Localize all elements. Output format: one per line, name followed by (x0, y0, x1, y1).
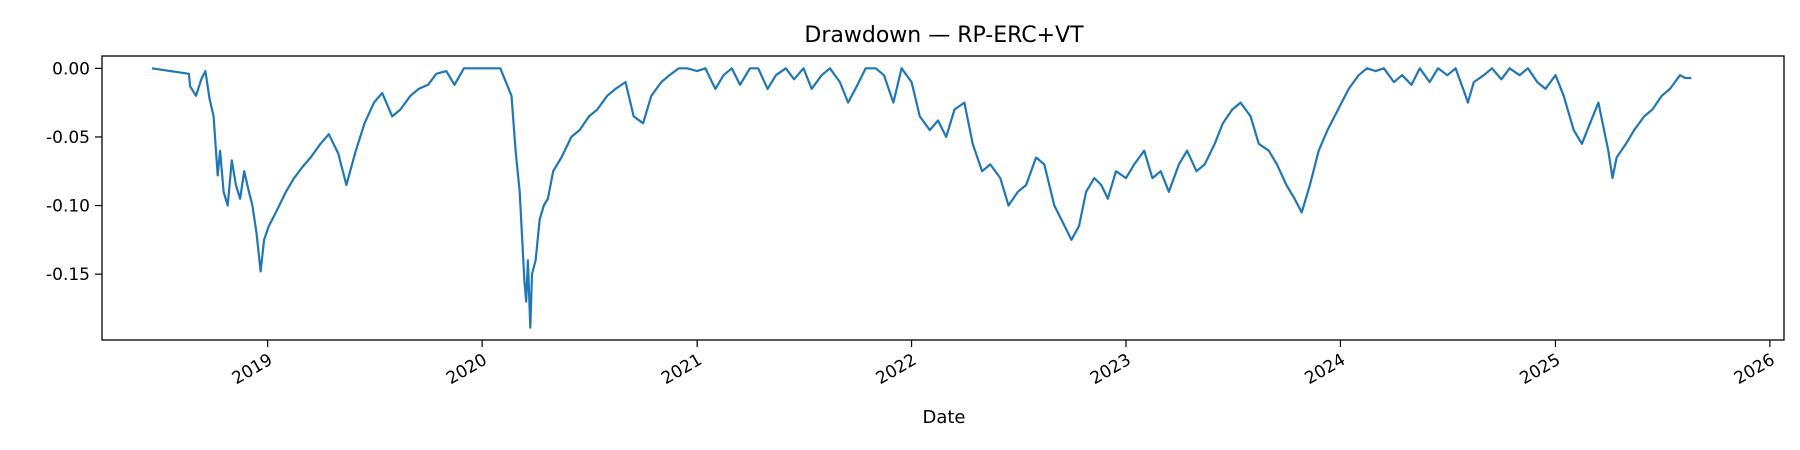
x-tick-label: 2022 (873, 350, 920, 389)
x-tick-label: 2019 (229, 350, 276, 389)
y-tick-label: 0.00 (52, 59, 90, 79)
x-tick-label: 2021 (658, 350, 705, 389)
plot-area-frame (101, 55, 1785, 341)
chart-title: Drawdown — RP-ERC+VT (804, 23, 1084, 48)
y-tick-label: -0.15 (46, 265, 90, 285)
y-axis: 0.00 -0.05 -0.10 -0.15 (46, 59, 102, 285)
x-axis-title: Date (922, 407, 965, 428)
x-tick-label: 2023 (1087, 350, 1134, 389)
drawdown-series-line (151, 67, 1692, 329)
x-axis: 2019 2020 2021 2022 2023 2024 2025 2026 (229, 340, 1778, 389)
x-tick-label: 2026 (1731, 350, 1778, 389)
x-tick-label: 2024 (1301, 350, 1348, 389)
y-tick-label: -0.05 (46, 128, 90, 148)
x-tick-label: 2025 (1516, 350, 1563, 389)
x-tick-label: 2020 (443, 350, 490, 389)
y-tick-label: -0.10 (46, 197, 90, 217)
